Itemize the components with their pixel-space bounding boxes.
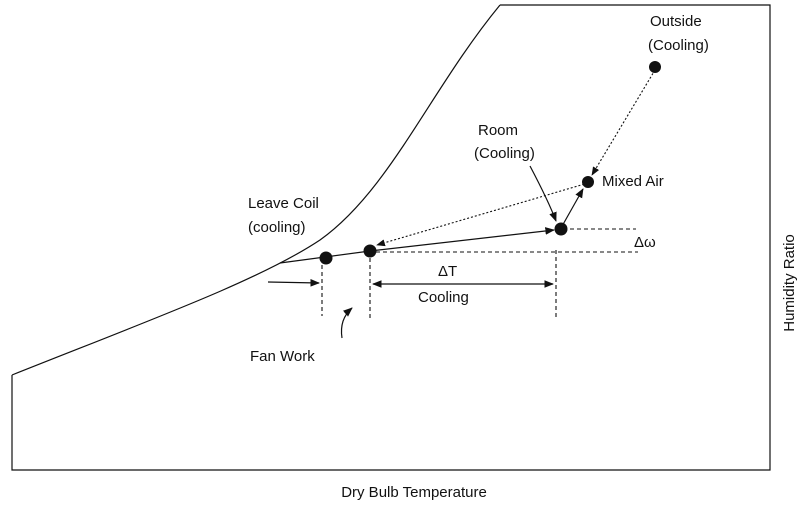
- label: Fan Work: [250, 348, 315, 365]
- coil-to-room: [369, 227, 555, 252]
- label: Mixed Air: [602, 173, 664, 190]
- point-room: [554, 222, 568, 236]
- fan-work-arrow: [267, 278, 320, 287]
- label: (Cooling): [648, 37, 709, 54]
- room-label-arrow: [529, 165, 557, 222]
- label: Δω: [634, 234, 656, 251]
- label: ΔT: [438, 263, 457, 280]
- label: (Cooling): [474, 145, 535, 162]
- point-outside: [649, 61, 661, 73]
- y-axis-label: Humidity Ratio: [781, 234, 798, 332]
- point-fan: [319, 251, 333, 265]
- saturation-curve: [11, 4, 501, 376]
- label: Cooling: [418, 289, 469, 306]
- label: (cooling): [248, 219, 306, 236]
- room-to-mixed: [560, 188, 584, 229]
- point-mixed: [582, 176, 594, 188]
- mixed-to-coil: [376, 182, 589, 247]
- label: Leave Coil: [248, 195, 319, 212]
- label: Outside: [650, 13, 702, 30]
- outside-to-mixed: [591, 69, 656, 176]
- point-leave-coil: [363, 244, 377, 258]
- fan-label-arrow: [340, 307, 353, 339]
- chart-frame: [11, 4, 771, 471]
- x-axis-label: Dry Bulb Temperature: [341, 484, 487, 501]
- label: Room: [478, 122, 518, 139]
